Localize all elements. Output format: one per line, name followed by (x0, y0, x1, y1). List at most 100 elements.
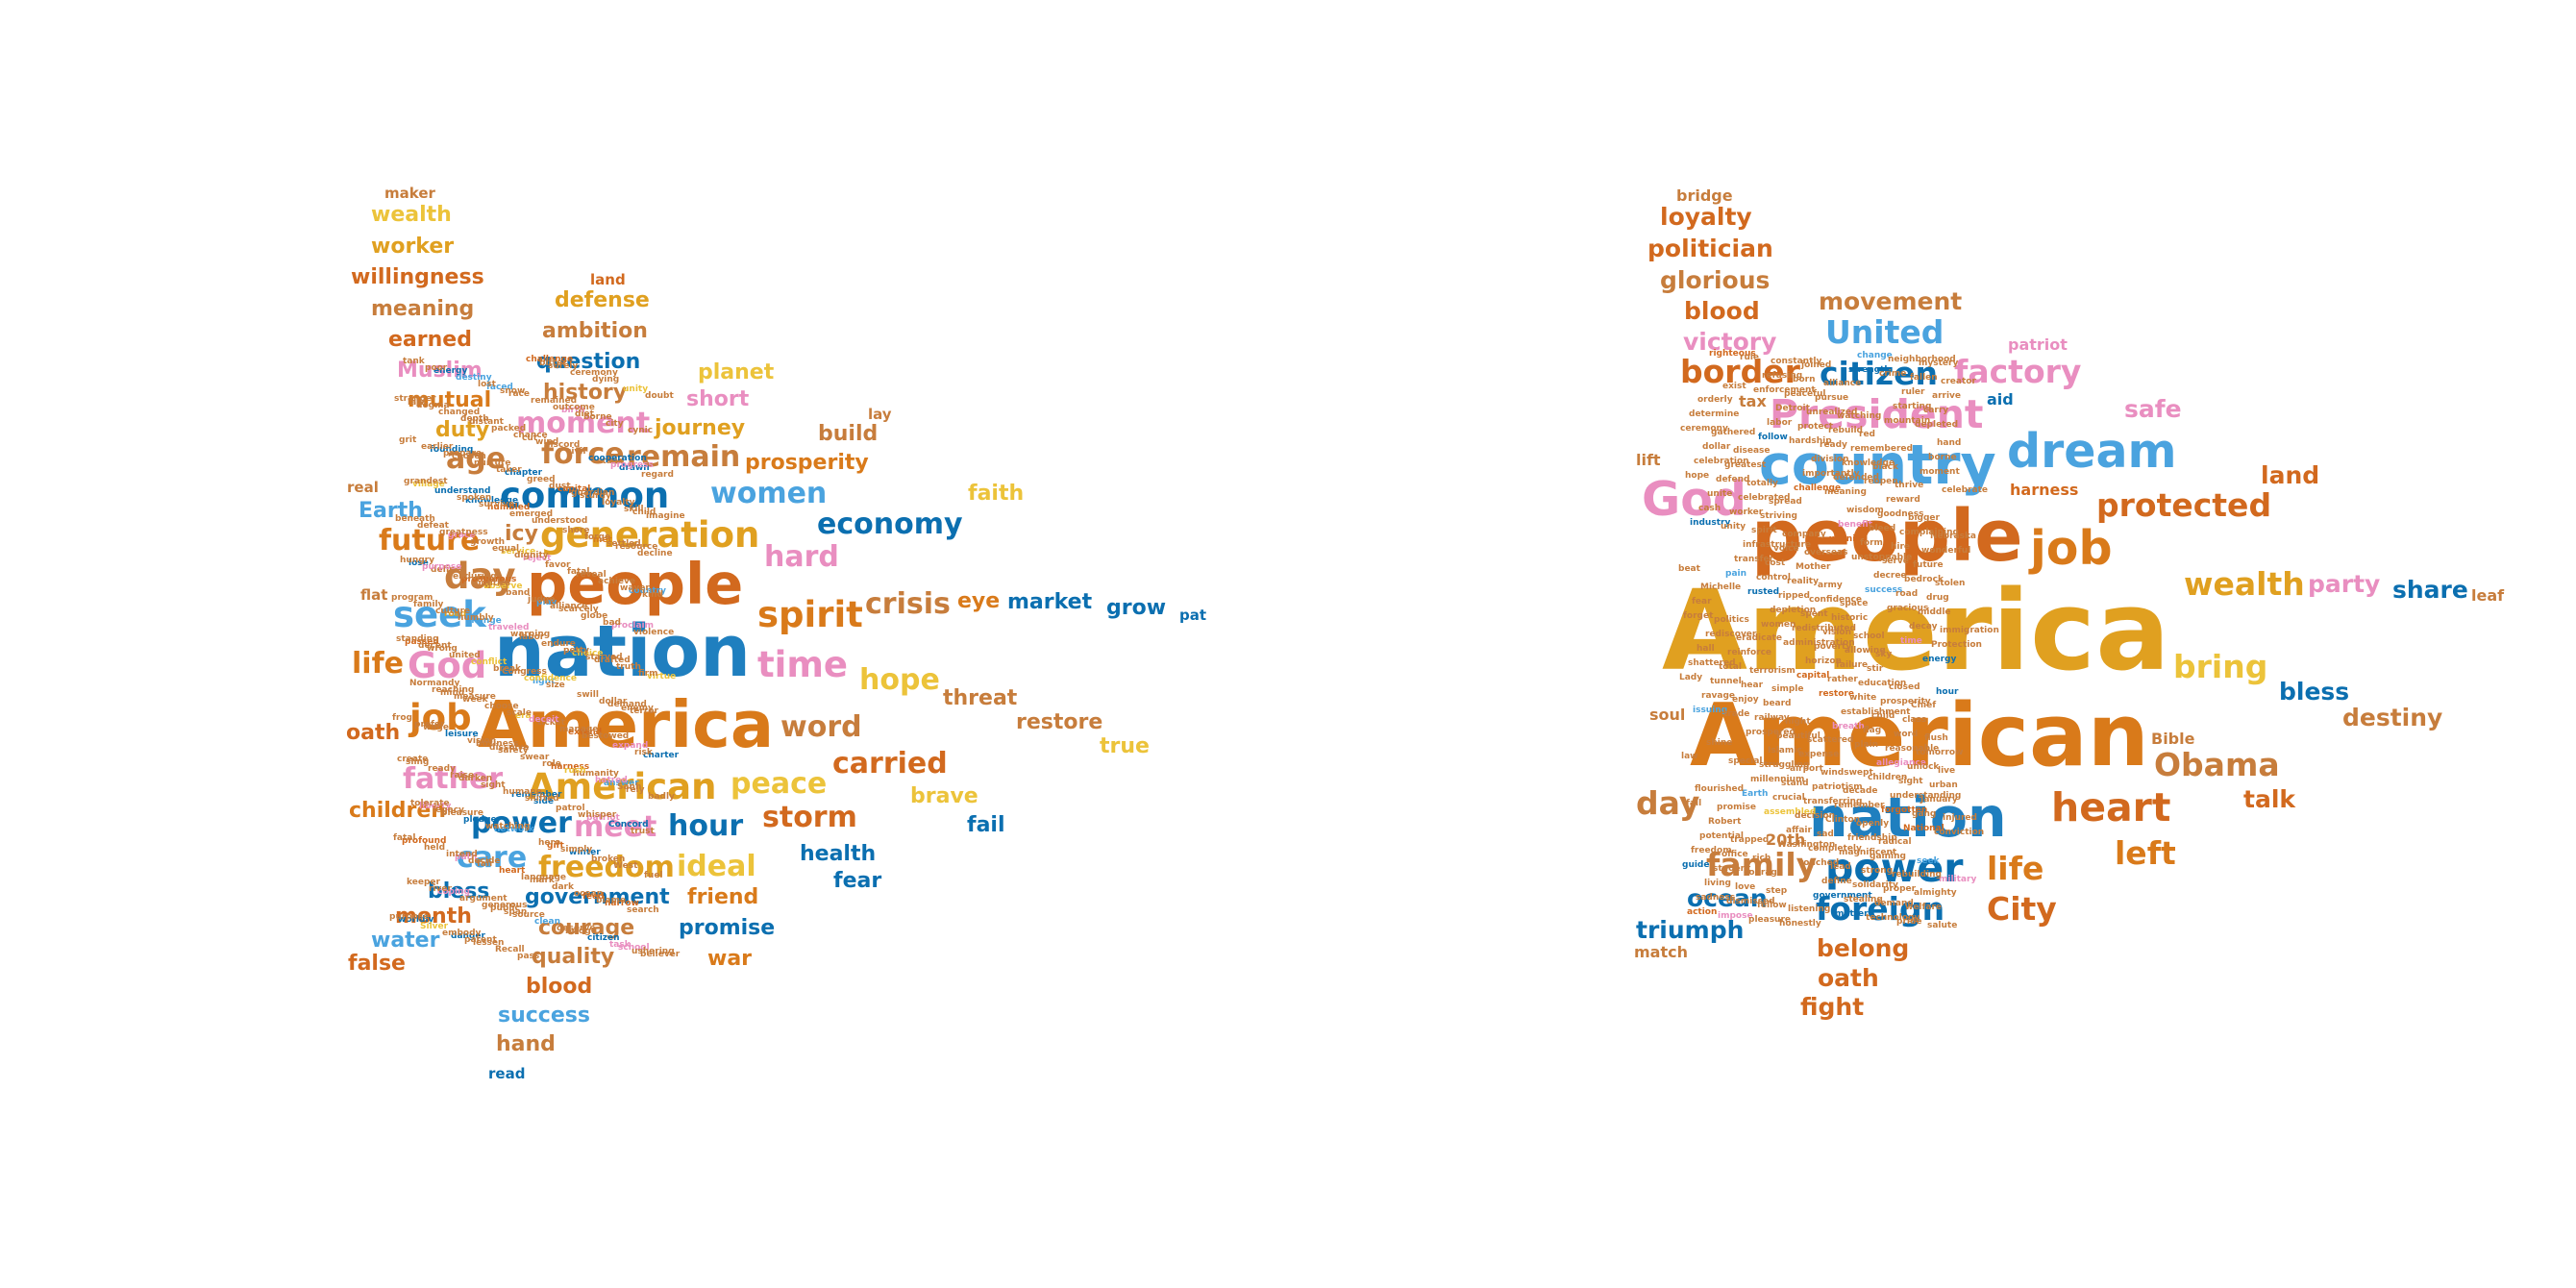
cloud-word: company (1782, 530, 1826, 539)
cloud-word: foreign (1816, 890, 1945, 928)
cloud-word: tunnel (1710, 677, 1742, 686)
cloud-word: loyalty (602, 498, 635, 508)
cloud-word: challenge (526, 355, 574, 364)
cloud-word: radical (1878, 837, 1912, 847)
cloud-word: stir (1867, 664, 1884, 674)
cloud-word: unrealized (1806, 408, 1858, 417)
cloud-word: observe (483, 582, 523, 591)
cloud-word: prosperity (1880, 697, 1931, 706)
cloud-word: school (618, 943, 650, 953)
cloud-word: honestly (1779, 919, 1821, 929)
cloud-word: dark (552, 882, 574, 892)
cloud-word: January (1920, 795, 1958, 805)
cloud-word: benefit (1838, 520, 1873, 530)
cloud-word: live (1938, 766, 1956, 776)
cloud-word: faith (968, 482, 1025, 506)
cloud-word: politics (1714, 615, 1749, 625)
cloud-word: enemy (621, 704, 654, 713)
cloud-word: law (1681, 752, 1698, 761)
cloud-word: badly (648, 792, 675, 802)
cloud-word: reinforce (1727, 648, 1772, 657)
cloud-word: injured (1943, 813, 1977, 823)
cloud-word: ruler (1901, 387, 1925, 397)
cloud-word: job (409, 697, 472, 738)
cloud-word: profound (402, 836, 447, 846)
cloud-word: allowing (1845, 646, 1886, 656)
cloud-word: guardian (571, 488, 615, 498)
cloud-word: source (512, 910, 545, 920)
cloud-word: lift (1636, 451, 1661, 469)
cloud-word: survive (479, 500, 515, 509)
cloud-word: race (508, 389, 530, 399)
cloud-word: seek (1917, 856, 1940, 866)
cloud-word: voice (1773, 544, 1799, 554)
cloud-word: demand (607, 700, 647, 709)
cloud-word: power (471, 806, 572, 840)
cloud-word: confidence (1809, 595, 1862, 605)
cloud-word: time (757, 644, 849, 685)
cloud-word: flat (360, 586, 388, 604)
cloud-word: ideal (677, 850, 756, 883)
cloud-word: patriot (2008, 335, 2068, 354)
cloud-word: safe (2124, 395, 2182, 423)
cloud-word: sky (1875, 650, 1893, 659)
cloud-word: light (533, 677, 556, 686)
cloud-word: oath (346, 721, 401, 745)
cloud-word: pledge (463, 815, 497, 825)
cloud-word: passed (405, 637, 439, 647)
cloud-word: threat (943, 686, 1018, 710)
cloud-word: progress (610, 460, 654, 470)
cloud-word: promise (679, 916, 776, 940)
cloud-word: road (444, 609, 467, 619)
cloud-word: humane (503, 787, 542, 797)
cloud-word: arrive (1932, 391, 1962, 401)
cloud-word: band (506, 588, 531, 598)
cloud-word: pleasure (441, 808, 484, 818)
cloud-word: children (1868, 773, 1908, 782)
cloud-word: grit (399, 435, 417, 445)
cloud-word: defended (1833, 473, 1879, 483)
cloud-word: unstoppable (1851, 553, 1913, 562)
cloud-word: rebuild (1828, 426, 1864, 435)
cloud-word: hero (538, 838, 561, 848)
cloud-word: West (613, 861, 638, 871)
cloud-word: stranger (394, 394, 436, 404)
cloud-word: division (1811, 455, 1849, 464)
cloud-word: language (521, 873, 567, 882)
cloud-word: measure (454, 692, 496, 702)
cloud-word: ready (1820, 440, 1847, 450)
cloud-word: choose (484, 702, 519, 711)
cloud-word: confidence (524, 674, 577, 683)
cloud-word: expand (612, 741, 649, 751)
cloud-word: culture (435, 607, 471, 616)
cloud-word: search (627, 905, 659, 915)
cloud-word: legacy (433, 805, 464, 815)
cloud-word: administration (1783, 638, 1855, 648)
cloud-word: glorious (1660, 266, 1771, 294)
cloud-word: America (1662, 567, 2170, 696)
cloud-word: planet (698, 360, 775, 384)
cloud-word: depth (460, 414, 489, 424)
cloud-word: job (2030, 521, 2113, 576)
cloud-word: potential (1699, 831, 1744, 841)
cloud-word: drafted (594, 656, 631, 665)
cloud-word: extend (568, 728, 603, 737)
cloud-word: emerged (509, 509, 554, 519)
cloud-word: bedrock (1904, 575, 1944, 584)
cloud-word: rediscover (1705, 630, 1757, 639)
cloud-word: dollar (599, 697, 628, 706)
cloud-word: peaceful (1784, 389, 1826, 399)
cloud-word: duty (435, 418, 490, 442)
cloud-word: imagine (646, 511, 685, 521)
cloud-word: stand (1781, 779, 1809, 788)
cloud-word: pass (517, 952, 540, 961)
cloud-word: strong (1861, 866, 1894, 876)
cloud-word: force (541, 437, 625, 471)
cloud-word: size (546, 681, 565, 690)
cloud-word: women (1761, 620, 1796, 630)
cloud-word: deserve (557, 924, 596, 933)
cloud-word: dogma (416, 401, 450, 410)
cloud-word: role (542, 759, 561, 769)
cloud-word: danger (451, 931, 485, 941)
cloud-word: pat (1179, 607, 1207, 624)
